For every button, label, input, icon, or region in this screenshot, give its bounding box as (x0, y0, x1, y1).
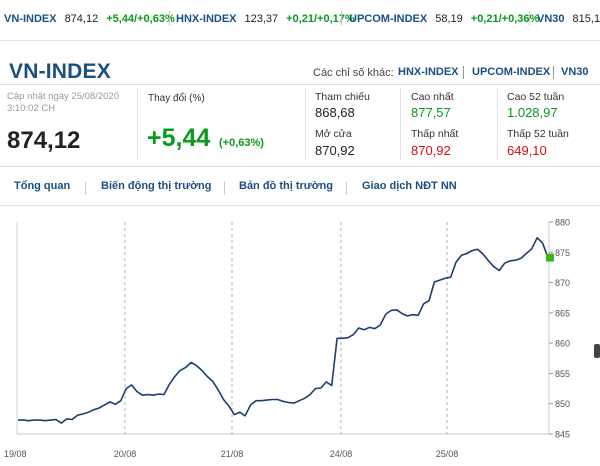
other-index-link-upcom[interactable]: UPCOM-INDEX (472, 66, 551, 78)
ticker-value: 123,37 (244, 13, 279, 25)
other-index-link-vn30[interactable]: VN30 (561, 66, 589, 78)
low-label: Thấp nhất (411, 128, 459, 140)
ticker-item-vn30[interactable]: VN30 815,18 (537, 13, 600, 25)
link-divider (463, 66, 464, 79)
x-tick-label: 20/08 (114, 449, 137, 459)
tabs-divider (0, 205, 600, 206)
change-label: Thay đổi (%) (148, 93, 205, 104)
change-value: +5,44 (147, 124, 211, 152)
tab-overview[interactable]: Tổng quan (14, 180, 71, 192)
section-tabs: Tổng quan Biến động thị trường Bản đồ th… (0, 171, 600, 205)
summary-divider (497, 88, 498, 160)
ticker-item-upcomindex[interactable]: UPCOM-INDEX 58,19 +0,21/+0,36% (349, 13, 539, 25)
link-divider (553, 66, 554, 79)
x-tick-label: 24/08 (330, 449, 353, 459)
x-tick-label: 19/08 (4, 449, 27, 459)
high52-value: 1.028,97 (507, 105, 558, 120)
y-tick-label: 875 (555, 248, 570, 258)
x-tick-label: 21/08 (221, 449, 244, 459)
reference-value: 868,68 (315, 105, 355, 120)
current-price: 874,12 (7, 127, 81, 154)
ticker-item-vnindex[interactable]: VN-INDEX 874,12 +5,44/+0,63% (4, 13, 175, 25)
open-value: 870,92 (315, 143, 355, 158)
high-label: Cao nhất (411, 91, 454, 103)
summary-bottom-divider (0, 166, 600, 167)
high-value: 877,57 (411, 105, 451, 120)
ticker-change: +5,44/+0,63% (106, 13, 175, 25)
tab-foreign-trading[interactable]: Giao dịch NĐT NN (362, 180, 457, 192)
change-percent: (+0,63%) (219, 137, 264, 149)
ticker-name: HNX-INDEX (176, 13, 237, 25)
y-tick-label: 860 (555, 339, 570, 349)
x-tick-label: 25/08 (436, 449, 459, 459)
summary-divider (137, 88, 138, 160)
ticker-divider (169, 11, 170, 25)
last-updated-text: Cập nhật ngày 25/08/2020 3:10:02 CH (7, 91, 119, 114)
y-tick-label: 880 (555, 218, 570, 228)
other-indices-label: Các chỉ số khác: (313, 67, 394, 79)
intraday-line-chart: 845 850 855 860 865 870 875 880 19/08 20/08 21/08 2… (4, 218, 570, 460)
y-tick-label: 865 (555, 308, 570, 318)
last-price-marker (546, 253, 554, 262)
low52-value: 649,10 (507, 143, 547, 158)
y-tick-label: 870 (555, 278, 570, 288)
ticker-value: 58,19 (435, 13, 463, 25)
summary-divider (400, 88, 401, 160)
reference-label: Tham chiếu (315, 91, 370, 103)
ticker-value: 815,18 (572, 13, 600, 25)
ticker-name: VN30 (537, 13, 565, 25)
chart-grid (16, 222, 550, 435)
ticker-change: +0,21/+0,36% (470, 13, 540, 25)
market-ticker-bar: VN-INDEX 874,12 +5,44/+0,63% HNX-INDEX 123,… (0, 0, 600, 41)
scroll-handle[interactable] (594, 344, 600, 358)
ticker-name: VN-INDEX (4, 13, 57, 25)
other-index-link-hnx[interactable]: HNX-INDEX (398, 66, 459, 78)
low-value: 870,92 (411, 143, 451, 158)
ticker-value: 874,12 (64, 13, 99, 25)
header-divider (0, 84, 600, 85)
ticker-name: UPCOM-INDEX (349, 13, 428, 25)
tab-market-movement[interactable]: Biến động thị trường (101, 180, 212, 192)
open-label: Mở cửa (315, 128, 352, 140)
ticker-item-hnxindex[interactable]: HNX-INDEX 123,37 +0,21/+0,17% (176, 13, 355, 25)
page-title: VN-INDEX (9, 60, 111, 83)
ticker-divider (529, 11, 530, 25)
low52-label: Thấp 52 tuần (507, 128, 569, 140)
y-tick-label: 845 (555, 430, 570, 440)
ticker-change: +0,21/+0,17% (286, 13, 355, 25)
high52-label: Cao 52 tuần (507, 91, 565, 103)
price-series-line (18, 236, 549, 424)
chart-series (18, 236, 554, 424)
y-tick-label: 855 (555, 369, 570, 379)
tab-divider (224, 182, 225, 195)
tab-divider (346, 182, 347, 195)
ticker-divider (341, 11, 342, 25)
summary-divider (305, 88, 306, 160)
y-tick-label: 850 (555, 399, 570, 409)
tab-market-map[interactable]: Bản đồ thị trường (239, 180, 333, 192)
tab-divider (85, 182, 86, 195)
chart-axes: 845 850 855 860 865 870 875 880 19/08 20/08 21/08 2… (4, 218, 570, 460)
